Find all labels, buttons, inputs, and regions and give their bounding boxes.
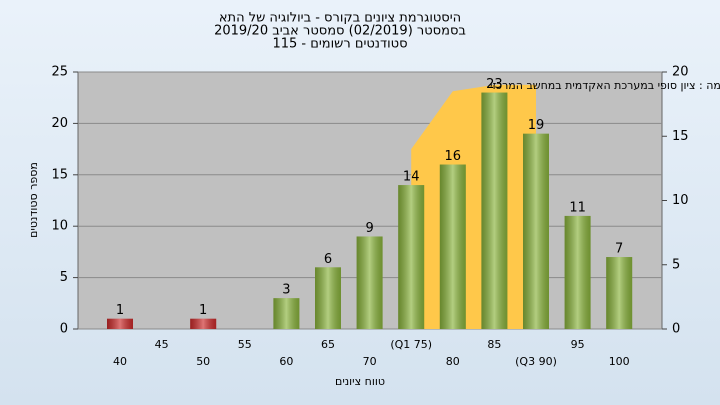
x-tick-label: 60 [279,355,293,368]
bar-sheen [315,267,341,329]
y2-tick-label: 20 [672,65,689,80]
bar-sheen [107,318,133,329]
y2-tick-label: 10 [672,193,689,208]
x-tick-label: 80 [446,355,460,368]
bar-sheen [273,298,300,329]
y-tick-label: 25 [51,65,68,80]
bar-sheen [356,236,383,329]
y-tick-label: 10 [51,219,68,234]
y-tick-label: 5 [60,270,68,285]
data-label: 6 [324,252,332,267]
bar-sheen [481,92,508,329]
y-axis-label: מספר סטודנטים [27,162,40,238]
data-label: 19 [528,118,545,133]
data-label: 1 [116,303,124,318]
chart-title: סטודנטים רשומים - 115 [272,37,407,52]
data-label: 23 [486,77,503,92]
data-label: 11 [569,200,586,215]
chart-title: היסטוגרמת ציונים בקורס - ביולוגיה של התא [219,11,461,26]
bar-sheen [606,257,633,329]
bar-sheen [190,318,217,329]
x-tick-label: (Q1 75) [390,338,432,351]
y-tick-label: 15 [51,167,68,182]
x-tick-label: 40 [113,355,127,368]
x-tick-label: 85 [487,338,501,351]
chart-title: בסמסטר (02/2019) סמסטר אביב 2019/20 [214,24,466,39]
y2-tick-label: 15 [672,129,689,144]
data-label: 9 [365,221,373,236]
x-tick-label: 50 [196,355,210,368]
data-label: 1 [199,303,207,318]
x-tick-label: 70 [363,355,377,368]
x-tick-label: 100 [609,355,630,368]
annotation: ברשימה : ציון סופי במערכת האקדמית במחשב … [490,79,720,92]
bar-sheen [398,185,425,329]
x-tick-label: 65 [321,338,335,351]
x-tick-label: 95 [571,338,585,351]
bar-sheen [564,215,591,329]
y2-tick-label: 0 [672,322,680,337]
x-tick-label: 45 [155,338,169,351]
bar-sheen [523,133,549,329]
x-tick-label: (Q3 90) [515,355,557,368]
data-label: 16 [445,149,462,164]
y-tick-label: 20 [51,116,68,131]
x-tick-label: 55 [238,338,252,351]
data-label: 14 [403,170,420,185]
y-tick-label: 0 [60,322,68,337]
data-label: 7 [615,242,623,257]
bar-sheen [439,164,466,329]
y2-tick-label: 5 [672,257,680,272]
data-label: 3 [282,283,290,298]
x-axis-label: טווח ציונים [335,375,385,388]
